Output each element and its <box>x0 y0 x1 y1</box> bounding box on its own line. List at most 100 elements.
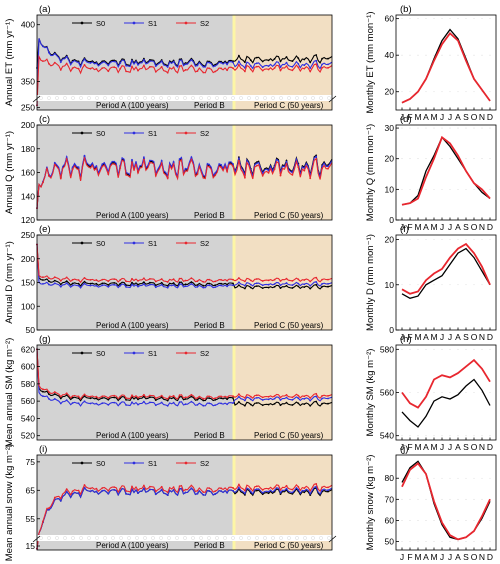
series-point-S2 <box>89 279 92 281</box>
series-point-S1 <box>149 488 151 491</box>
series-point-S0 <box>327 57 329 60</box>
series-point-S1 <box>315 395 318 398</box>
series-point-S2 <box>101 395 104 398</box>
axis-break-dot <box>143 536 147 540</box>
series-point-S2 <box>83 484 86 486</box>
series-point-S2 <box>327 486 329 489</box>
month-label: N <box>479 112 485 122</box>
grid-dot <box>465 392 467 393</box>
series-point-S1 <box>309 284 312 287</box>
series-point-S0 <box>131 281 133 284</box>
series-point-S0 <box>285 56 288 58</box>
grid-dot <box>465 127 467 129</box>
series-point-S1 <box>273 489 276 492</box>
series-point-S2 <box>42 276 44 279</box>
y-tick-label: 60 <box>385 14 395 24</box>
y-axis-label: Annual D (mm yr⁻¹) <box>4 241 15 324</box>
series-point-S1 <box>255 397 258 399</box>
axis-break-dot <box>103 536 107 540</box>
grid-dot <box>465 435 467 437</box>
series-point-S0 <box>255 402 258 404</box>
series-point-S2 <box>226 396 229 399</box>
axis-break-dot <box>247 96 251 100</box>
series-point-S0 <box>291 493 294 495</box>
grid-dot <box>473 158 475 160</box>
series-point-S0 <box>309 494 312 496</box>
series-point-S2 <box>238 63 240 66</box>
series-point-S1 <box>101 489 104 492</box>
series-point-S0 <box>279 60 282 63</box>
y-tick-label: 350 <box>21 77 35 87</box>
series-point-S2 <box>285 163 288 166</box>
series-point-S0 <box>42 390 44 393</box>
axis-break-dot <box>119 96 123 100</box>
y-tick-label: 70 <box>385 494 395 504</box>
series-point-S1 <box>160 60 163 63</box>
series-point-S2 <box>267 172 270 174</box>
grid-dot <box>489 348 491 350</box>
series-point-S2 <box>208 278 211 281</box>
series-point-S1 <box>214 65 217 67</box>
series-point-S2 <box>273 67 276 69</box>
series-point-S2 <box>48 391 50 393</box>
series-point-S2 <box>95 279 98 281</box>
series-point-S1 <box>71 60 74 63</box>
series-point-S0 <box>160 281 163 284</box>
series-point-S2 <box>226 170 229 173</box>
series-line-S2 <box>36 54 333 106</box>
series-point-S2 <box>297 278 300 281</box>
series-point-S0 <box>101 397 104 399</box>
grid-dot <box>425 158 427 160</box>
series-point-S2 <box>107 280 110 283</box>
legend-marker-S2 <box>184 131 188 135</box>
series-point-S1 <box>309 399 312 402</box>
axis-break-dot <box>95 536 99 540</box>
series-point-S0 <box>65 394 68 396</box>
grid-dot <box>433 54 435 56</box>
month-label: J <box>440 552 444 562</box>
y-tick-label: 40 <box>385 50 395 60</box>
axis-break-dot <box>271 96 275 100</box>
grid-dot <box>457 54 459 56</box>
grid-dot <box>457 18 459 20</box>
axis-break-dot <box>327 536 331 540</box>
series-point-S2 <box>166 281 169 283</box>
series-point-S0 <box>214 284 217 287</box>
series-point-S1 <box>255 282 258 285</box>
grid-dot <box>457 520 459 521</box>
y-tick-label: 75 <box>26 457 36 467</box>
series-point-S1 <box>208 402 211 405</box>
series-point-S2 <box>119 279 122 281</box>
legend-label-S0: S0 <box>96 129 105 138</box>
grid-dot <box>473 91 475 93</box>
month-label: S <box>463 222 469 232</box>
grid-dot <box>449 435 451 437</box>
legend-marker-S0 <box>80 461 84 465</box>
series-point-S0 <box>315 283 318 286</box>
legend-label-S1: S1 <box>148 459 157 468</box>
grid-dot <box>465 188 467 190</box>
grid-dot <box>465 239 467 240</box>
series-point-S1 <box>303 398 306 400</box>
grid-dot <box>409 91 411 93</box>
series-point-S1 <box>71 402 74 404</box>
month-label: M <box>414 552 421 562</box>
series-point-S0 <box>267 286 270 289</box>
axis-break-dot <box>319 536 323 540</box>
series-point-S1 <box>238 60 240 63</box>
grid-dot <box>441 18 443 20</box>
series-point-S1 <box>59 500 62 502</box>
series-point-S0 <box>261 60 264 63</box>
series-point-S1 <box>137 285 139 288</box>
period-c-label: Period C (50 years) <box>254 321 324 330</box>
y-tick-label: 560 <box>380 388 394 398</box>
series-point-S0 <box>184 398 187 400</box>
series-point-S2 <box>59 497 62 500</box>
series-point-S0 <box>255 489 258 492</box>
series-point-S2 <box>83 393 86 396</box>
series-point-S0 <box>232 397 234 399</box>
grid-dot <box>481 348 483 350</box>
series-point-S0 <box>267 403 270 406</box>
series-point-S1 <box>107 64 110 67</box>
month-label: S <box>463 552 469 562</box>
